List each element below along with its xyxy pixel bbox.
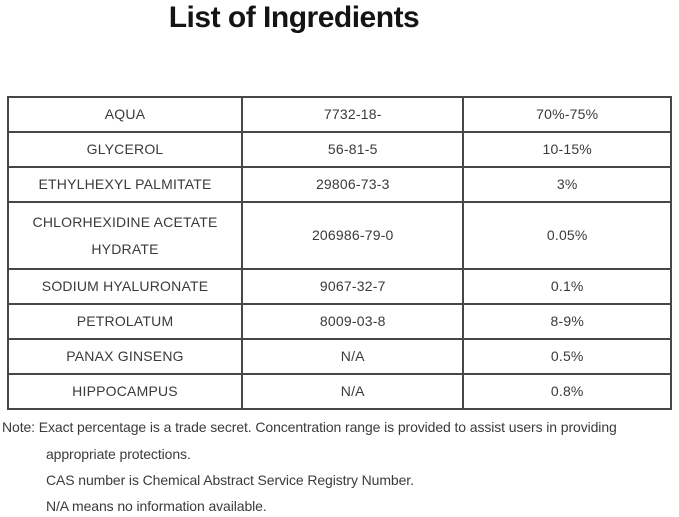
percentage-cell: 0.05%: [462, 201, 672, 270]
percentage-cell: 8-9%: [462, 303, 672, 340]
ingredients-table: AQUA 7732-18- 70%-75% GLYCEROL 56-81-5 10-15%…: [6, 96, 672, 410]
note-line-protections: appropriate protections.: [46, 446, 191, 462]
note-line-cas-definition: CAS number is Chemical Abstract Service …: [46, 472, 414, 488]
cas-number-cell: 8009-03-8: [241, 303, 465, 340]
cas-number-cell: 9067-32-7: [241, 268, 465, 305]
percentage-cell: 70%-75%: [462, 96, 672, 133]
cas-number-cell: 7732-18-: [241, 96, 465, 133]
table-row: PANAX GINSENG N/A 0.5%: [6, 338, 672, 375]
percentage-cell: 0.8%: [462, 373, 672, 410]
percentage-cell: 10-15%: [462, 131, 672, 168]
ingredient-cell: HIPPOCAMPUS: [6, 373, 244, 410]
table-row: AQUA 7732-18- 70%-75%: [6, 96, 672, 133]
note-line-trade-secret: Note: Exact percentage is a trade secret…: [2, 419, 617, 435]
ingredient-cell: PANAX GINSENG: [6, 338, 244, 375]
ingredient-cell: CHLORHEXIDINE ACETATE HYDRATE: [6, 201, 244, 270]
ingredient-cell: AQUA: [6, 96, 244, 133]
ingredient-cell: GLYCEROL: [6, 131, 244, 168]
ingredients-table-body: AQUA 7732-18- 70%-75% GLYCEROL 56-81-5 10-15%…: [6, 96, 672, 410]
table-row: ETHYLHEXYL PALMITATE 29806-73-3 3%: [6, 166, 672, 203]
ingredient-cell: SODIUM HYALURONATE: [6, 268, 244, 305]
cas-number-cell: N/A: [241, 338, 465, 375]
table-row: CHLORHEXIDINE ACETATE HYDRATE 206986-79-0…: [6, 201, 672, 270]
cas-number-cell: 56-81-5: [241, 131, 465, 168]
table-row: HIPPOCAMPUS N/A 0.8%: [6, 373, 672, 410]
table-row: GLYCEROL 56-81-5 10-15%: [6, 131, 672, 168]
percentage-cell: 0.5%: [462, 338, 672, 375]
ingredient-cell: PETROLATUM: [6, 303, 244, 340]
percentage-cell: 3%: [462, 166, 672, 203]
cas-number-cell: N/A: [241, 373, 465, 410]
percentage-cell: 0.1%: [462, 268, 672, 305]
table-row: SODIUM HYALURONATE 9067-32-7 0.1%: [6, 268, 672, 305]
note-line-na-definition: N/A means no information available.: [46, 498, 267, 514]
ingredient-cell: ETHYLHEXYL PALMITATE: [6, 166, 244, 203]
cas-number-cell: 29806-73-3: [241, 166, 465, 203]
cas-number-cell: 206986-79-0: [241, 201, 465, 270]
page-title: List of Ingredients: [168, 1, 420, 34]
table-row: PETROLATUM 8009-03-8 8-9%: [6, 303, 672, 340]
